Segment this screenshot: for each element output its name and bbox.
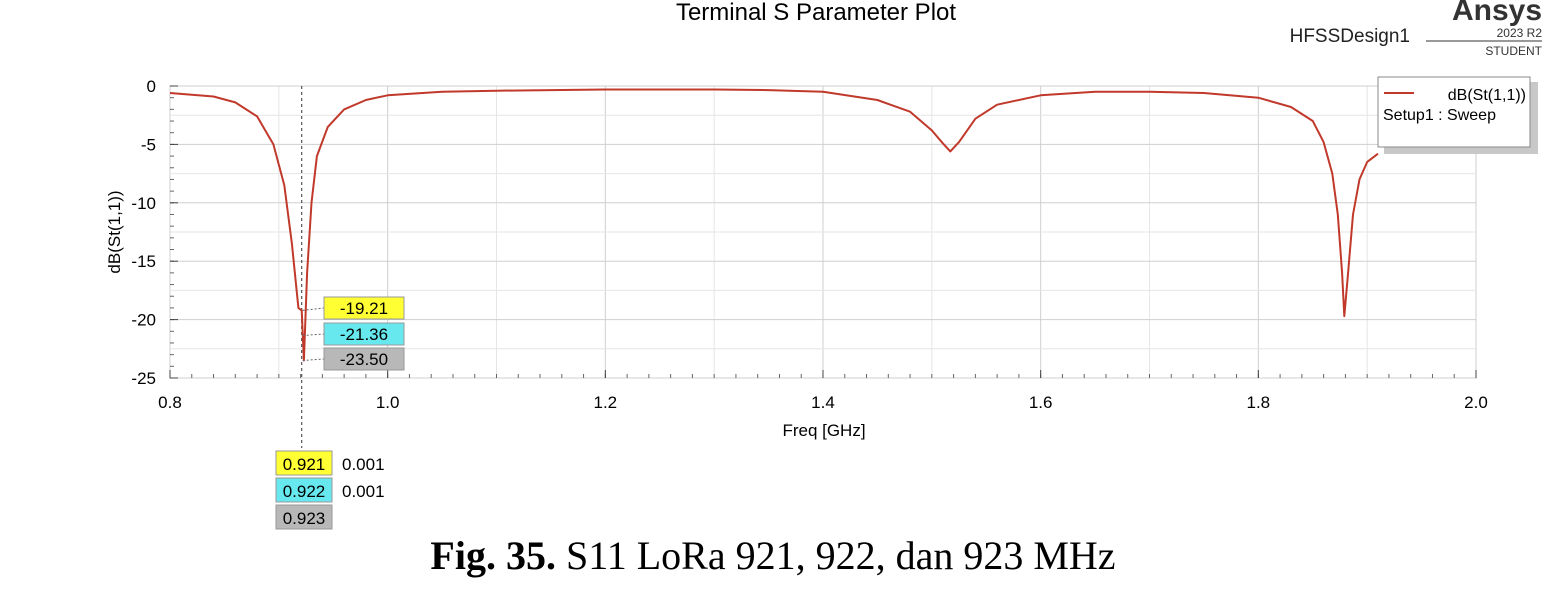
marker-x-value: 0.923 — [283, 509, 326, 528]
brand-edition: STUDENT — [1485, 44, 1542, 58]
brand-version: 2023 R2 — [1497, 26, 1543, 40]
y-axis-ticks: 0 -5 -10 -15 -20 -25 — [131, 77, 178, 388]
x-axis-ticks: 0.8 1.0 1.2 1.4 1.6 1.8 2.0 — [158, 370, 1488, 412]
ansys-logo: Ansys 2023 R2 STUDENT — [1426, 0, 1543, 58]
x-tick-label: 1.8 — [1247, 393, 1271, 412]
x-tick-label: 2.0 — [1464, 393, 1488, 412]
y-axis-label: dB(St(1,1)) — [105, 190, 124, 273]
x-marker-readout[interactable]: 0.921 0.001 — [275, 450, 385, 476]
design-name: HFSSDesign1 — [1290, 26, 1410, 47]
y-tick-label: -5 — [141, 135, 156, 154]
legend[interactable]: dB(St(1,1)) Setup1 : Sweep — [1377, 76, 1538, 154]
marker-x-value: 0.922 — [283, 482, 326, 501]
y-tick-label: 0 — [147, 77, 156, 96]
marker-callout[interactable]: -21.36 — [302, 322, 405, 346]
y-tick-label: -25 — [131, 369, 156, 388]
marker-delta-value: 0.001 — [342, 455, 385, 474]
x-tick-label: 1.6 — [1029, 393, 1053, 412]
marker-y-value: -21.36 — [340, 325, 388, 344]
x-marker-readouts: 0.921 0.001 0.922 0.001 0.923 — [275, 450, 385, 530]
y-tick-label: -15 — [131, 252, 156, 271]
figure-caption: Fig. 35. S11 LoRa 921, 922, dan 923 MHz — [0, 532, 1546, 579]
marker-callout[interactable]: -19.21 — [302, 296, 405, 320]
series-layer — [169, 88, 1379, 362]
legend-series-label: dB(St(1,1)) — [1448, 87, 1526, 104]
caption-label: Fig. 35. — [430, 533, 556, 578]
chart-title: Terminal S Parameter Plot — [676, 0, 956, 26]
x-tick-label: 1.4 — [811, 393, 835, 412]
series-line-s11 — [169, 88, 1379, 362]
x-axis-label: Freq [GHz] — [782, 421, 865, 440]
marker-layer: -19.21 -21.36 -23.50 — [302, 296, 405, 371]
x-tick-label: 1.2 — [594, 393, 618, 412]
y-tick-label: -20 — [131, 311, 156, 330]
caption-text: S11 LoRa 921, 922, dan 923 MHz — [555, 533, 1116, 578]
marker-x-value: 0.921 — [283, 455, 326, 474]
marker-delta-value: 0.001 — [342, 482, 385, 501]
y-tick-label: -10 — [131, 194, 156, 213]
marker-y-value: -19.21 — [340, 299, 388, 318]
marker-y-value: -23.50 — [340, 350, 388, 369]
brand-name: Ansys — [1452, 0, 1542, 27]
x-tick-label: 1.0 — [376, 393, 400, 412]
legend-setup-label: Setup1 : Sweep — [1383, 107, 1496, 124]
x-marker-readout[interactable]: 0.923 — [275, 504, 333, 530]
x-tick-label: 0.8 — [158, 393, 182, 412]
marker-callout[interactable]: -23.50 — [302, 347, 405, 371]
x-marker-readout[interactable]: 0.922 0.001 — [275, 477, 385, 503]
